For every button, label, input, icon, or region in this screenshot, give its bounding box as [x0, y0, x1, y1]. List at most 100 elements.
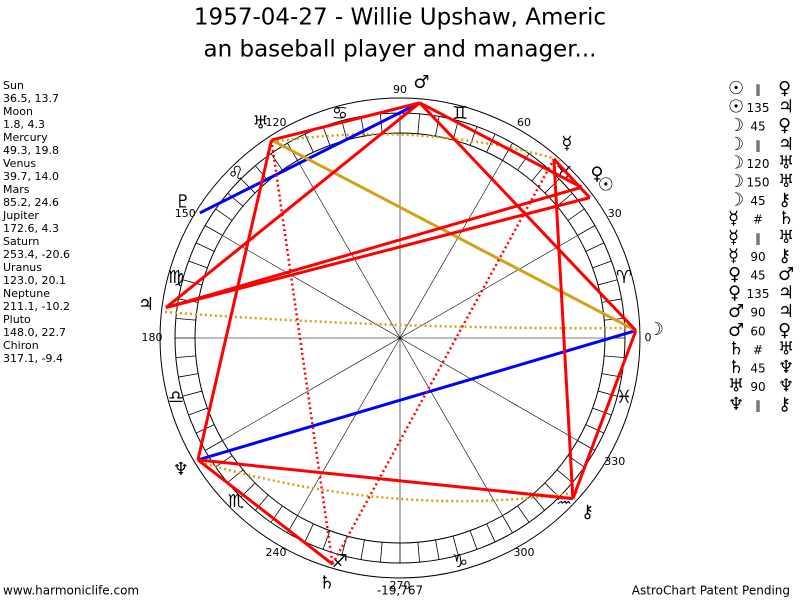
ring-tick	[182, 390, 203, 397]
planet-coords: 148.0, 22.7	[3, 326, 66, 339]
ring-tick	[469, 530, 478, 550]
sign-glyph: ♌	[228, 163, 244, 184]
aspect-line	[271, 101, 421, 142]
ring-tick	[379, 542, 383, 563]
aspect-type: 90	[750, 380, 765, 394]
dotted-curve	[199, 460, 579, 503]
ring-tick	[178, 373, 199, 378]
planet-name: Pluto	[3, 313, 31, 326]
planet-glyph: ☽	[648, 319, 664, 340]
aspect-line	[197, 329, 637, 462]
ring-tick	[360, 116, 365, 137]
aspect-from: ♂	[728, 320, 744, 341]
planet-glyph: ♆	[173, 459, 189, 480]
ring-tick	[240, 178, 256, 194]
title-line: 1957-04-27 - Willie Upshaw, Americ	[194, 5, 606, 31]
aspect-type: 90	[750, 250, 765, 264]
ring-tick	[517, 505, 530, 523]
ring-tick	[486, 523, 496, 543]
ring-tick	[304, 133, 314, 153]
planet-name: Uranus	[3, 261, 42, 274]
aspect-line	[165, 185, 582, 310]
ring-tick	[592, 407, 612, 416]
ring-tick	[585, 242, 605, 252]
planet-coords: 123.0, 20.1	[3, 274, 66, 287]
aspect-type: #	[753, 213, 763, 227]
ring-tick	[322, 126, 331, 146]
planet-name: Sun	[3, 79, 24, 92]
aspect-type: ∥	[755, 399, 761, 413]
planet-glyph: ☿	[561, 133, 572, 154]
degree-label: 300	[514, 546, 535, 559]
aspect-type: 150	[747, 176, 770, 190]
sign-glyph: ♓	[616, 387, 632, 408]
aspect-type: 135	[747, 101, 770, 115]
ring-tick	[322, 530, 331, 550]
aspect-type: ∥	[755, 83, 761, 97]
planet-glyph: ♃	[138, 294, 154, 315]
planet-name: Mercury	[3, 131, 48, 144]
ring-tick	[435, 539, 440, 560]
ring-tick	[604, 355, 625, 359]
aspect-type: 60	[750, 324, 765, 338]
ring-tick	[227, 193, 244, 207]
aspect-from: ☽	[728, 190, 744, 211]
aspect-from: ♀	[728, 283, 741, 304]
planet-name: Venus	[3, 157, 36, 170]
degree-label: 60	[517, 116, 531, 129]
ring-tick	[379, 113, 383, 134]
aspect-type: ∥	[755, 138, 761, 152]
ring-tick	[531, 494, 545, 511]
ring-tick	[577, 225, 596, 236]
aspect-to: ♃	[778, 283, 794, 304]
planet-glyph: ♄	[319, 572, 335, 593]
ring-tick	[195, 242, 215, 252]
title-line: an baseball player and manager...	[204, 37, 597, 63]
sign-glyph: ♑	[452, 551, 468, 572]
aspect-type: 45	[750, 120, 765, 134]
aspect-line	[199, 101, 421, 215]
aspect-from: ☿	[728, 245, 739, 266]
degree-label: 90	[393, 83, 407, 96]
degree-label: 30	[608, 207, 622, 220]
footer-notice: AstroChart Patent Pending	[632, 584, 790, 598]
aspect-to: ♀	[778, 320, 791, 341]
aspect-to: ♃	[778, 97, 794, 118]
planet-glyph: ♀	[590, 163, 603, 184]
planet-name: Moon	[3, 105, 33, 118]
aspect-line	[552, 158, 575, 499]
site-link[interactable]: www.harmoniclife.com	[3, 584, 139, 598]
degree-label: 120	[266, 116, 287, 129]
spoke	[222, 337, 401, 441]
aspect-line	[165, 196, 591, 310]
planet-name: Neptune	[3, 287, 50, 300]
aspect-line	[165, 101, 421, 309]
ring-tick	[417, 542, 421, 563]
planet-name: Saturn	[3, 235, 39, 248]
spoke	[297, 337, 401, 516]
planet-glyph: ♇	[175, 191, 191, 212]
aspect-line	[552, 158, 591, 199]
aspect-from: ☿	[728, 208, 739, 229]
planet-coords: 211.1, -10.2	[3, 300, 70, 313]
planet-coords: 49.3, 19.8	[3, 144, 59, 157]
aspect-from: ♅	[728, 376, 744, 397]
ring-tick	[597, 390, 618, 397]
ring-tick	[517, 153, 530, 171]
aspect-line	[197, 458, 334, 566]
ring-tick	[452, 535, 459, 556]
ring-tick	[592, 260, 612, 269]
planet-coords: 1.8, 4.3	[3, 118, 45, 131]
ring-tick	[304, 523, 314, 543]
degree-label: 0	[645, 331, 652, 344]
aspect-to: ♅	[778, 152, 794, 173]
aspect-from: ☽	[728, 115, 744, 136]
aspect-from: ♄	[728, 338, 744, 359]
aspect-from: ☿	[728, 227, 739, 248]
aspect-from: ♄	[728, 357, 744, 378]
aspect-line	[418, 101, 637, 332]
dotted-curve	[271, 132, 561, 162]
spoke	[399, 235, 578, 339]
planet-name: Jupiter	[2, 209, 39, 222]
